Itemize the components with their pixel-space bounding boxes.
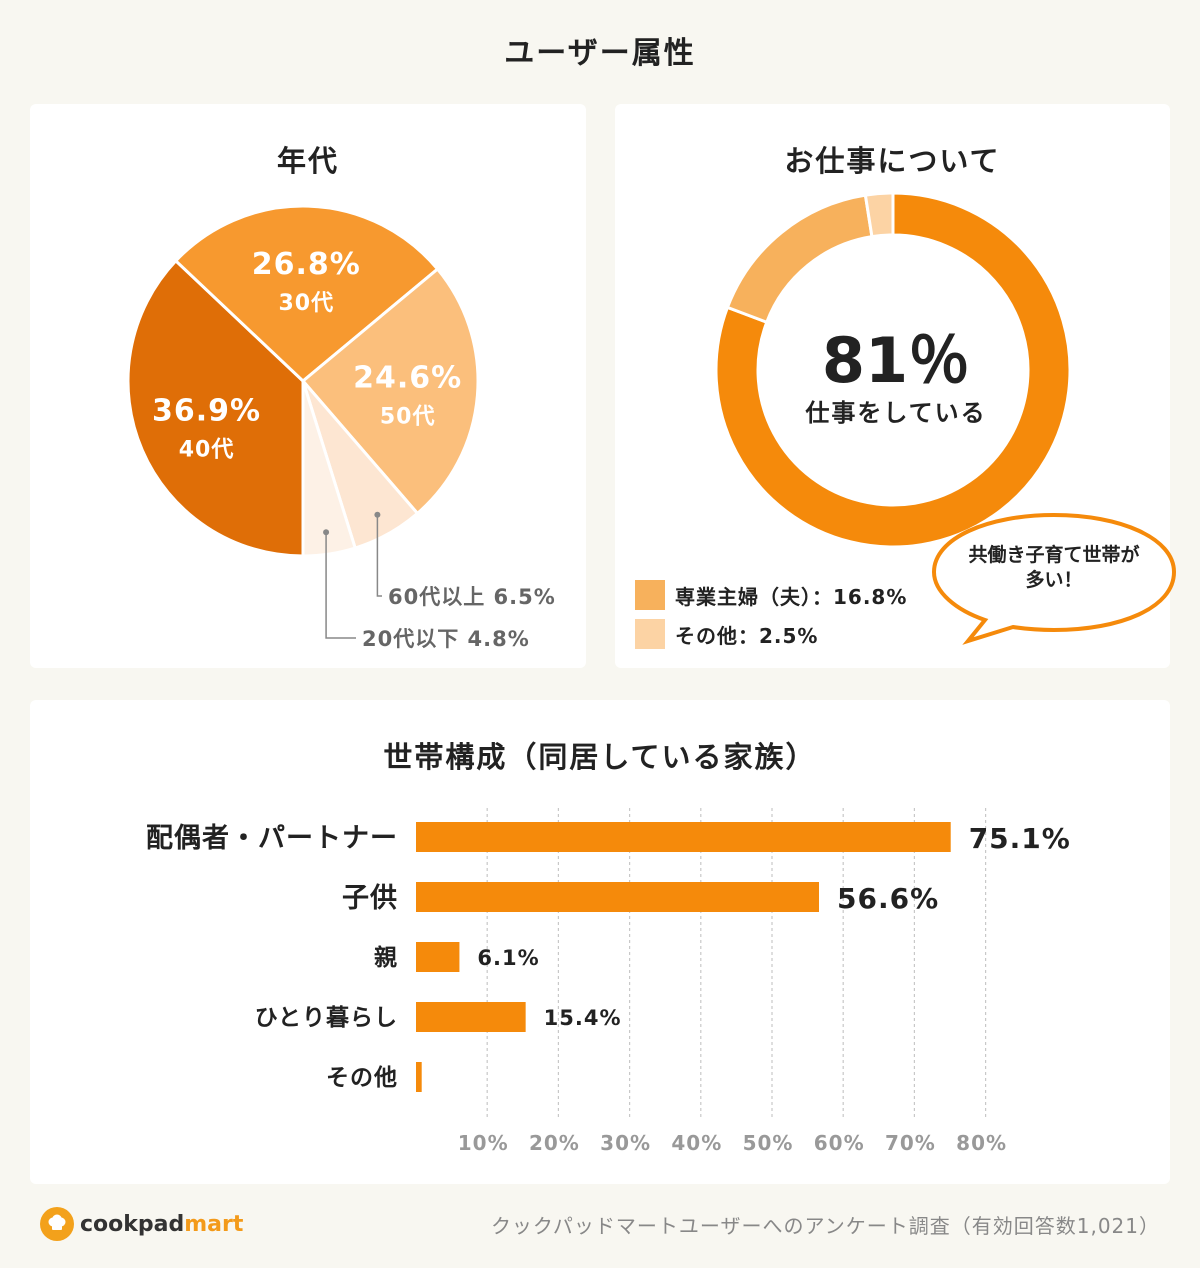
work-center-value: 81％ <box>821 324 971 397</box>
age-pie-chart: 36.9% 40代 26.8% 30代 24.6% 50代 60代以上 6.5% 20代以下 … <box>126 204 556 651</box>
logo-wordmark: cookpadmart <box>80 1212 243 1237</box>
bar-value-label: 6.1% <box>477 946 539 970</box>
speech-bubble <box>931 512 1177 645</box>
pie-value-label: 36.9% <box>152 394 261 429</box>
leader-line-20 <box>325 532 356 639</box>
pie-value-label: 26.8% <box>252 247 361 282</box>
household-bar-chart: 10% 20% 30% 40% 50% 60% 70% 80% 配偶者・パートナー 75.1% 子供… <box>146 808 1071 1155</box>
x-tick-label: 50% <box>743 1131 794 1155</box>
bar-category-label: ひとり暮らし <box>255 1005 398 1031</box>
legend-label: 専業主婦（夫）：16.8% <box>675 584 908 609</box>
bar-category-label: 親 <box>374 945 398 971</box>
pie-category-label: 50代 <box>380 405 436 430</box>
legend-item-other: その他：2.5% <box>635 619 818 649</box>
leader-dot-60 <box>374 511 381 518</box>
bar-4 <box>416 1062 422 1092</box>
bar-0 <box>416 822 951 852</box>
work-center-label: 仕事をしている <box>805 399 987 427</box>
x-tick-label: 70% <box>885 1131 936 1155</box>
pie-slice-0 <box>126 258 305 558</box>
speech-bubble-line2: 多い！ <box>1025 569 1083 591</box>
bar-value-label: 56.6% <box>837 882 939 915</box>
legend-label: その他：2.5% <box>675 623 819 648</box>
leader-dot-20 <box>323 529 330 536</box>
x-tick-label: 30% <box>600 1131 651 1155</box>
bar-1 <box>416 882 819 912</box>
legend-item-housewife: 専業主婦（夫）：16.8% <box>635 580 907 610</box>
chef-hat-icon <box>40 1207 74 1241</box>
logo-accent-text: mart <box>184 1211 244 1237</box>
household-card-title: 世帯構成（同居している家族） <box>383 740 817 774</box>
pie-slice-4 <box>301 380 358 558</box>
speech-bubble-line1: 共働き子育て世帯が <box>968 544 1140 566</box>
work-card-title: お仕事について <box>784 144 1001 178</box>
x-tick-label: 80% <box>956 1131 1007 1155</box>
bar-value-label: 15.4% <box>544 1006 622 1030</box>
pie-slice-1 <box>173 204 440 384</box>
household-card: 世帯構成（同居している家族） <box>30 700 1170 1184</box>
age-card-title: 年代 <box>276 144 339 178</box>
x-tick-label: 40% <box>671 1131 722 1155</box>
x-tick-label: 60% <box>814 1131 865 1155</box>
bar-category-label: 子供 <box>342 883 398 914</box>
donut-segment-0 <box>714 191 1072 549</box>
x-tick-label: 10% <box>458 1131 509 1155</box>
bar-3 <box>416 1002 526 1032</box>
pie-outside-label: 60代以上 6.5% <box>388 585 556 609</box>
bar-value-label: 75.1% <box>969 822 1071 855</box>
legend-swatch <box>635 580 665 610</box>
page-title: ユーザー属性 <box>504 36 696 71</box>
legend-swatch <box>635 619 665 649</box>
bar-category-label: 配偶者・パートナー <box>146 823 398 854</box>
work-donut-chart <box>714 191 1072 549</box>
speech-bubble-shape <box>931 512 1177 645</box>
donut-segment-1 <box>725 193 874 325</box>
cookpad-mart-logo: cookpadmart <box>40 1207 243 1241</box>
pie-slice-2 <box>300 266 480 516</box>
x-tick-label: 20% <box>529 1131 580 1155</box>
bar-category-label: その他 <box>326 1065 398 1091</box>
bar-2 <box>416 942 460 972</box>
speech-bubble-text: 共働き子育て世帯が 多い！ <box>936 543 1172 593</box>
logo-main-text: cookpad <box>80 1211 185 1237</box>
pie-outside-label: 20代以下 4.8% <box>362 627 530 651</box>
leader-line-60 <box>376 514 382 597</box>
donut-segment-2 <box>863 191 895 239</box>
footer-note: クックパッドマートユーザーへのアンケート調査（有効回答数1,021） <box>490 1214 1160 1238</box>
pie-value-label: 24.6% <box>353 361 462 396</box>
pie-category-label: 40代 <box>179 438 235 463</box>
pie-category-label: 30代 <box>278 291 334 316</box>
